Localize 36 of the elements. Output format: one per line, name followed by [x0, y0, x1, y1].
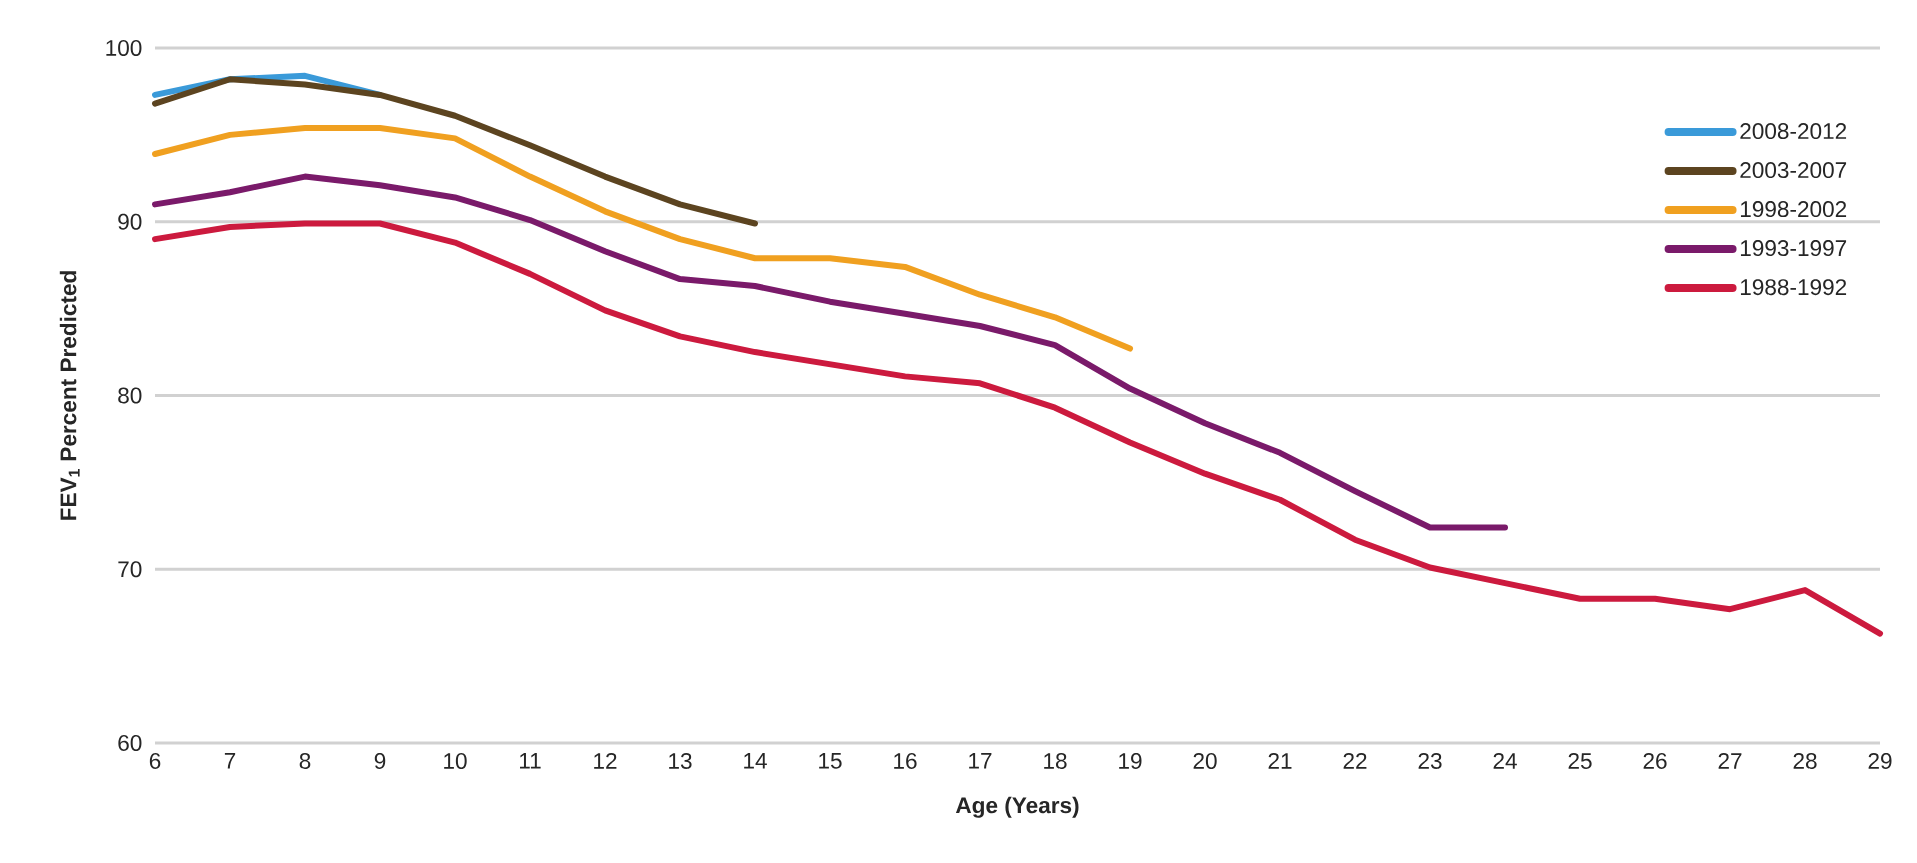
x-axis-title: Age (Years): [955, 796, 1079, 818]
legend-label: 1993-1997: [1740, 240, 1847, 257]
x-tick-label: 20: [1193, 753, 1217, 769]
y-tick-label: 90: [118, 213, 142, 230]
y-tick-label: 70: [118, 561, 142, 578]
x-tick-label: 21: [1268, 753, 1292, 769]
legend-label: 1998-2002: [1740, 201, 1847, 218]
x-tick-label: 6: [149, 753, 161, 769]
x-tick-label: 24: [1493, 753, 1517, 769]
x-tick-label: 22: [1343, 753, 1367, 769]
x-tick-label: 14: [744, 753, 767, 769]
x-tick-label: 7: [224, 753, 236, 769]
x-tick-label: 29: [1868, 753, 1892, 769]
x-tick-label: 13: [669, 753, 692, 769]
legend-label: 2008-2012: [1740, 123, 1847, 140]
legend-label: 1988-1992: [1740, 279, 1847, 296]
x-tick-label: 8: [299, 753, 311, 769]
x-tick-label: 25: [1568, 753, 1592, 769]
x-tick-label: 12: [594, 753, 617, 769]
legend-label: 2003-2007: [1740, 162, 1847, 179]
x-tick-label: 27: [1718, 753, 1742, 769]
x-tick-label: 15: [819, 753, 842, 769]
x-tick-label: 18: [1044, 753, 1067, 769]
y-tick-label: 60: [118, 735, 142, 751]
y-tick-label: 80: [118, 387, 142, 404]
x-tick-label: 17: [969, 753, 992, 769]
x-tick-label: 9: [374, 753, 386, 769]
x-tick-label: 19: [1119, 753, 1142, 769]
x-tick-label: 11: [520, 753, 541, 769]
y-tick-label: 100: [106, 40, 142, 56]
y-axis-title: FEV$_{1}$ Percent Predicted: [59, 271, 80, 520]
x-tick-label: 28: [1793, 753, 1817, 769]
x-tick-label: 26: [1643, 753, 1667, 769]
x-tick-label: 10: [444, 753, 467, 769]
x-tick-label: 16: [894, 753, 917, 769]
x-tick-label: 23: [1418, 753, 1442, 769]
